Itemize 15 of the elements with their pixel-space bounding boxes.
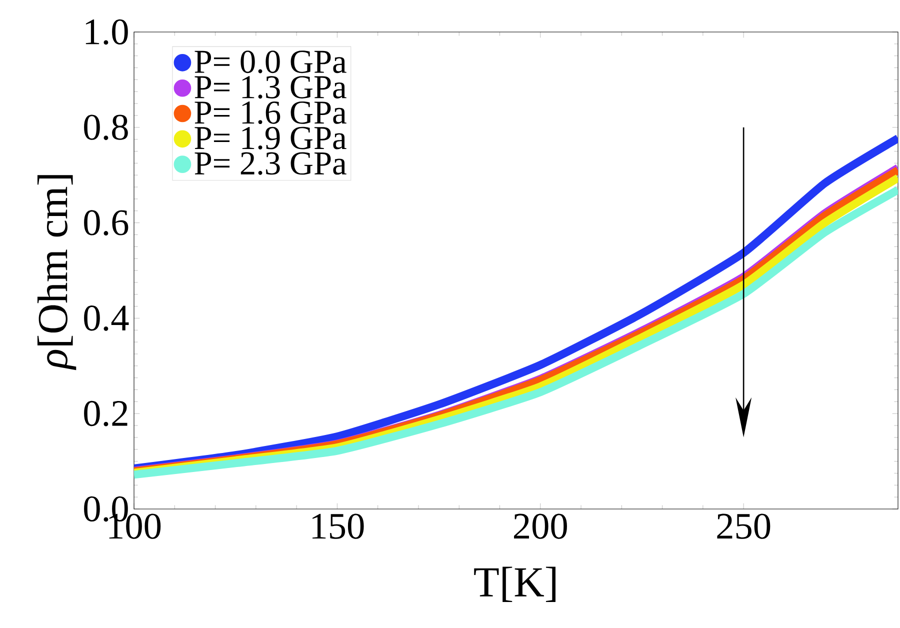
legend-label: P= 1.3 GPa: [194, 76, 346, 99]
x-axis-title: T[K]: [474, 566, 556, 602]
legend-label: P= 1.9 GPa: [194, 126, 346, 150]
y-axis-title: ρ[Ohm cm]: [37, 175, 76, 370]
y-tick-label: 0.4: [84, 306, 129, 331]
y-tick-label: 0.8: [84, 114, 128, 140]
legend-label: P= 2.3 GPa: [194, 152, 346, 175]
x-tick-label: 200: [514, 514, 567, 539]
legend-label: P= 0.0 GPa: [194, 50, 346, 74]
x-tick-label: 150: [312, 514, 364, 539]
y-tick-label: 1.0: [86, 19, 128, 45]
y-tick-label: 0.6: [84, 210, 128, 236]
x-tick-label: 250: [717, 514, 770, 539]
y-tick-label: 0.2: [84, 400, 128, 426]
legend-label: P= 1.6 GPa: [194, 101, 346, 124]
